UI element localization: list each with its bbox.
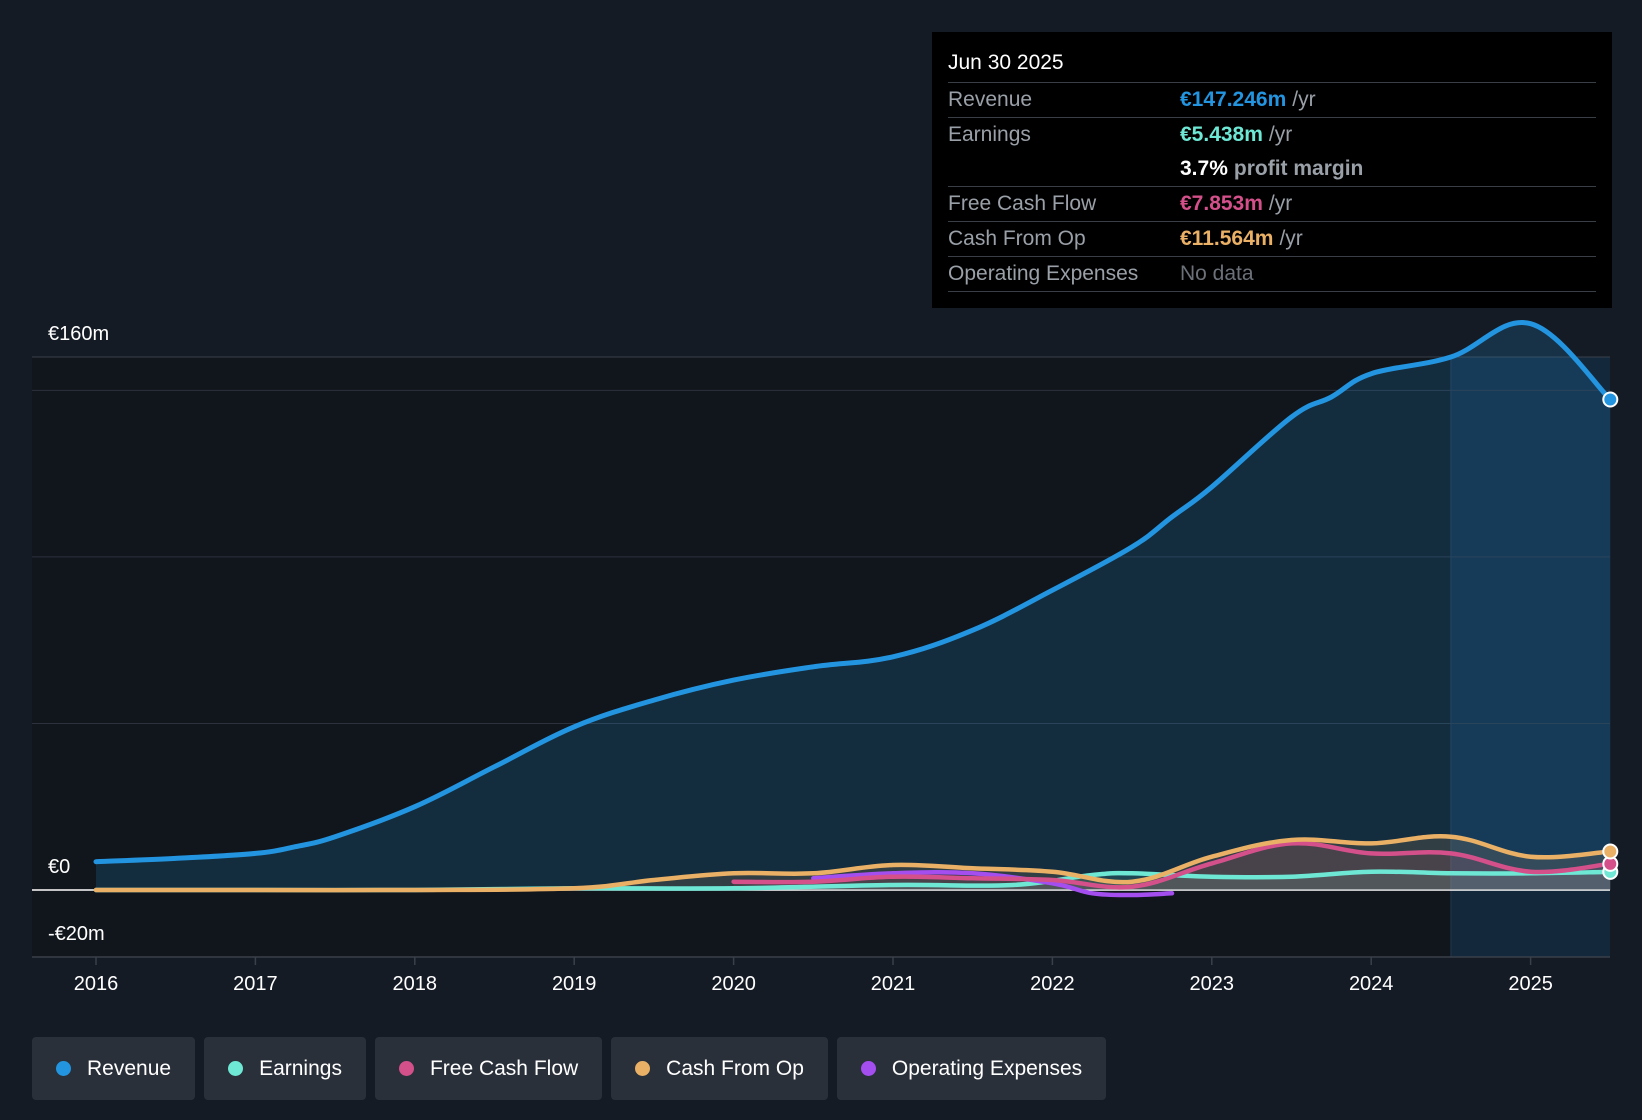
tooltip-fcf-unit: /yr (1268, 192, 1293, 215)
legend-item-earnings[interactable]: Earnings (204, 1037, 366, 1100)
x-tick-label-2018: 2018 (393, 973, 438, 995)
revenue-end-marker (1602, 391, 1619, 408)
tooltip-cfo-value: €11.564m (1180, 227, 1274, 250)
tooltip-earnings-label: Earnings (948, 123, 1031, 146)
chart-legend: Revenue Earnings Free Cash Flow Cash Fro… (32, 1037, 1107, 1100)
tooltip-date: Jun 30 2025 (948, 44, 1596, 83)
fcf-line (731, 840, 1613, 890)
y-axis-label--20: -€20m (48, 923, 105, 945)
x-tick-label-2020: 2020 (711, 973, 756, 995)
x-tick-label-2022: 2022 (1030, 973, 1075, 995)
x-tick-label-2023: 2023 (1190, 973, 1235, 995)
tooltip-revenue-row: Revenue €147.246m /yr (948, 83, 1596, 118)
end-markers (1602, 391, 1619, 880)
tooltip-margin-row: 3.7% profit margin (948, 152, 1596, 187)
y-axis-label-160: €160m (48, 323, 109, 345)
tooltip-revenue-value: €147.246m (1180, 88, 1287, 111)
tooltip-margin-label: profit margin (1233, 157, 1364, 180)
revenue-area (96, 322, 1611, 890)
legend-label-free-cash-flow: Free Cash Flow (429, 1056, 579, 1080)
tooltip-opex-label: Operating Expenses (948, 262, 1139, 285)
legend-item-operating-expenses[interactable]: Operating Expenses (836, 1037, 1107, 1100)
axes: €160m €0 -€20m 2016 2017 2018 2019 2020 2021 2022… (32, 323, 1610, 995)
cfo-end-marker (1602, 843, 1619, 860)
tooltip-revenue-label: Revenue (948, 88, 1033, 111)
tooltip-cfo-label: Cash From Op (948, 227, 1086, 250)
tooltip-opex-value: No data (1180, 262, 1254, 285)
cfo-dot-icon (635, 1061, 651, 1076)
tooltip-margin-value: 3.7% (1180, 157, 1228, 180)
legend-label-revenue: Revenue (87, 1056, 172, 1080)
x-tick-label-2019: 2019 (552, 973, 597, 995)
legend-item-free-cash-flow[interactable]: Free Cash Flow (374, 1037, 603, 1100)
tooltip-opex-row: Operating Expenses No data (948, 257, 1596, 292)
earnings-dot-icon (228, 1061, 244, 1076)
legend-label-cash-from-op: Cash From Op (666, 1056, 804, 1080)
legend-item-cash-from-op[interactable]: Cash From Op (611, 1037, 828, 1100)
opex-dot-icon (860, 1061, 876, 1076)
series-lines (93, 320, 1613, 898)
legend-label-operating-expenses: Operating Expenses (891, 1056, 1083, 1080)
x-tick-label-2024: 2024 (1349, 973, 1394, 995)
legend-label-earnings: Earnings (259, 1056, 342, 1080)
tooltip-cfo-row: Cash From Op €11.564m /yr (948, 222, 1596, 257)
x-tick-label-2016: 2016 (74, 973, 119, 995)
revenue-dot-icon (56, 1061, 71, 1076)
tooltip-cfo-unit: /yr (1279, 227, 1303, 250)
fcf-dot-icon (398, 1061, 414, 1076)
x-tick-label-2021: 2021 (871, 973, 916, 995)
tooltip-earnings-value: €5.438m (1180, 123, 1263, 146)
tooltip-earnings-row: Earnings €5.438m /yr (948, 118, 1596, 152)
x-tick-label-2017: 2017 (233, 973, 278, 995)
revenue-line (93, 320, 1613, 865)
tooltip-earnings-unit: /yr (1268, 123, 1293, 146)
tooltip-fcf-value: €7.853m (1180, 192, 1263, 215)
tooltip-revenue-unit: /yr (1292, 88, 1316, 111)
cfo-line (93, 834, 1613, 893)
legend-item-revenue[interactable]: Revenue (32, 1037, 196, 1100)
x-tick-label-2025: 2025 (1508, 973, 1553, 995)
tooltip-fcf-label: Free Cash Flow (948, 192, 1097, 215)
tooltip-fcf-row: Free Cash Flow €7.853m /yr (948, 187, 1596, 222)
data-tooltip: Jun 30 2025 Revenue €147.246m /yr Earnin… (932, 32, 1612, 308)
y-axis-label-0: €0 (48, 856, 70, 878)
earnings-area (96, 871, 1611, 891)
opex-line (811, 870, 1175, 898)
